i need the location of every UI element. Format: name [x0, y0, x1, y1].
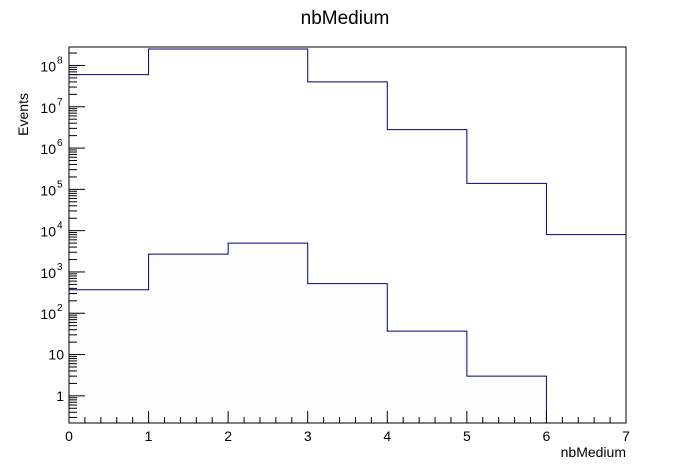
- y-tick-label: 10: [48, 347, 64, 363]
- x-tick-label: 1: [145, 428, 153, 444]
- y-tick-label: 10: [40, 306, 56, 322]
- y-tick-label: 10: [40, 58, 56, 74]
- y-tick-exponent: 3: [57, 262, 63, 273]
- y-tick-exponent: 2: [57, 303, 63, 314]
- series-2-fill: [69, 243, 626, 423]
- y-tick-label: 1: [56, 388, 64, 404]
- y-tick-exponent: 6: [57, 138, 63, 149]
- y-tick-exponent: 5: [57, 179, 63, 190]
- x-tick-label: 0: [65, 428, 73, 444]
- x-tick-label: 5: [463, 428, 471, 444]
- y-tick-exponent: 4: [57, 221, 63, 232]
- x-tick-label: 2: [224, 428, 232, 444]
- y-tick-exponent: 8: [57, 55, 63, 66]
- y-tick-label: 10: [40, 141, 56, 157]
- x-tick-label: 3: [304, 428, 312, 444]
- y-tick-label: 10: [40, 100, 56, 116]
- y-tick-label: 10: [40, 265, 56, 281]
- series-1-line: [68, 48, 626, 423]
- y-axis-label: Events: [15, 93, 31, 136]
- chart-title: nbMedium: [301, 8, 390, 29]
- series-2-line: [68, 242, 626, 424]
- x-axis-label: nbMedium: [561, 444, 626, 460]
- y-tick-label: 10: [40, 182, 56, 198]
- x-tick-label: 7: [622, 428, 630, 444]
- x-tick-label: 6: [543, 428, 551, 444]
- y-tick-label: 10: [40, 224, 56, 240]
- y-tick-exponent: 7: [57, 97, 63, 108]
- x-tick-label: 4: [383, 428, 391, 444]
